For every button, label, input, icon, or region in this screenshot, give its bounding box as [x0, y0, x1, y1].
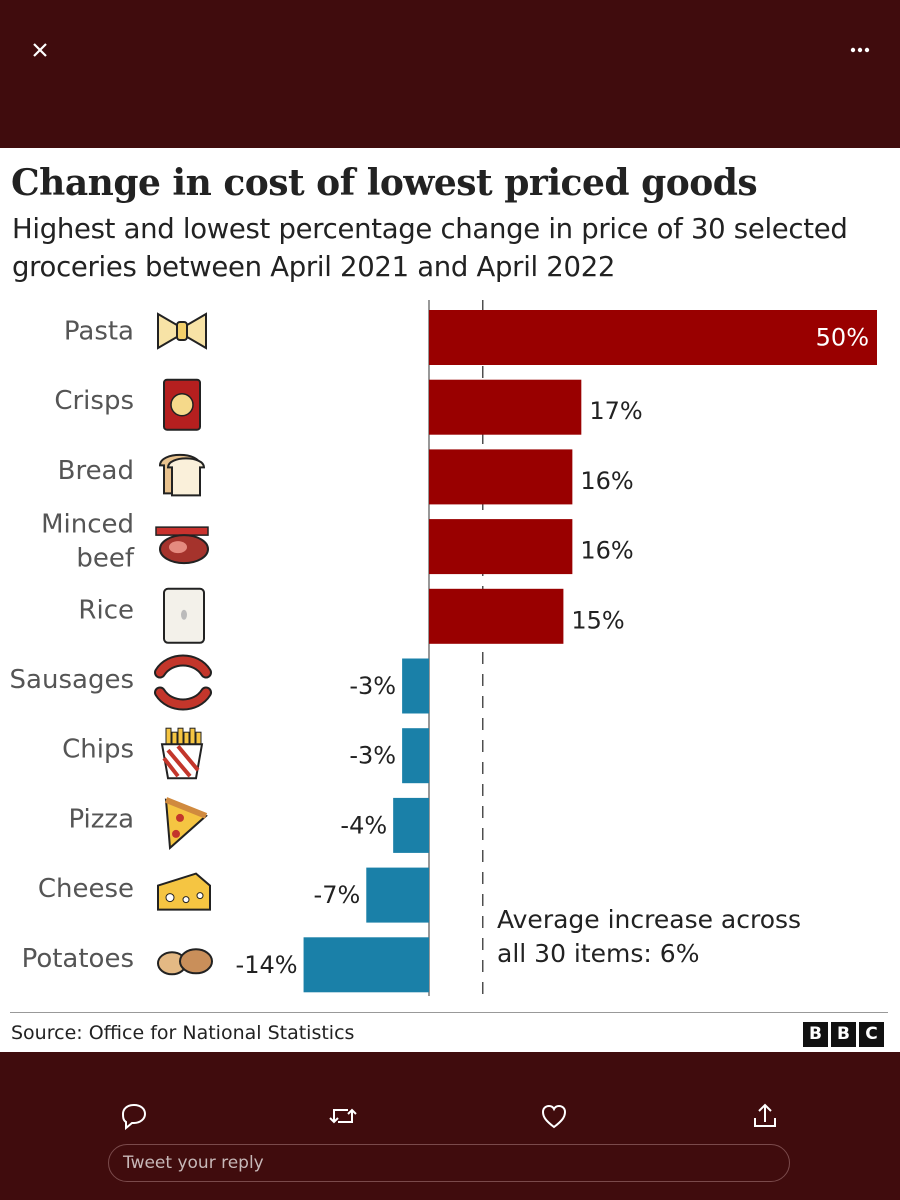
value-label: -3%	[349, 742, 396, 770]
value-label: 17%	[589, 397, 642, 425]
sausages-icon	[154, 654, 212, 711]
like-icon[interactable]	[534, 1096, 574, 1136]
pasta-icon	[157, 312, 207, 350]
average-label: Average increase across all 30 items: 6%	[497, 905, 801, 968]
category-label: Bread	[58, 456, 134, 486]
bar-chart: 50% Pasta 17% Crisps 16% Bread 16% Minced beef 15…	[10, 300, 877, 996]
bread-icon	[158, 454, 206, 497]
bar[interactable]	[429, 310, 877, 365]
bar[interactable]	[303, 937, 429, 993]
category-label: Pasta	[64, 317, 134, 347]
value-label: 16%	[580, 537, 633, 565]
bar[interactable]	[429, 588, 564, 644]
share-icon[interactable]	[745, 1096, 785, 1136]
bar[interactable]	[366, 867, 429, 923]
value-label: -14%	[236, 951, 298, 979]
rice-icon	[163, 587, 205, 644]
chart-card[interactable]: Change in cost of lowest priced goods Hi…	[0, 148, 900, 1052]
potatoes-icon	[157, 948, 213, 976]
category-label: Potatoes	[22, 944, 134, 974]
bar[interactable]	[393, 797, 429, 853]
category-label: Cheese	[38, 874, 134, 904]
logo-letter: B	[803, 1022, 828, 1047]
retweet-icon[interactable]	[323, 1096, 363, 1136]
bbc-logo: B B C	[803, 1022, 884, 1047]
logo-letter: C	[859, 1022, 884, 1047]
top-bar	[0, 0, 900, 148]
chips-icon	[160, 727, 204, 780]
category-label: Rice	[78, 595, 134, 625]
logo-letter: B	[831, 1022, 856, 1047]
category-label: Minced beef	[41, 510, 135, 574]
pizza-icon	[164, 797, 208, 850]
category-label: Chips	[62, 735, 134, 765]
source-text: Source: Office for National Statistics	[11, 1022, 355, 1044]
category-label: Sausages	[10, 665, 134, 695]
category-label: Pizza	[68, 804, 134, 834]
value-label: 50%	[816, 324, 869, 352]
reply-input[interactable]: Tweet your reply	[108, 1144, 790, 1182]
value-label: -3%	[349, 672, 396, 700]
value-label: -4%	[340, 811, 387, 839]
reply-icon[interactable]	[114, 1096, 154, 1136]
crisps-icon	[163, 378, 201, 431]
value-label: -7%	[314, 881, 361, 909]
bar[interactable]	[429, 519, 573, 575]
cheese-icon	[157, 872, 211, 911]
bottom-bar: Tweet your reply	[0, 1052, 900, 1200]
close-icon[interactable]	[22, 32, 58, 68]
value-label: 16%	[580, 467, 633, 495]
chart-title: Change in cost of lowest priced goods	[11, 162, 758, 204]
bar[interactable]	[429, 379, 582, 435]
chart-subtitle: Highest and lowest percentage change in …	[12, 213, 848, 283]
footer-divider	[10, 1012, 888, 1013]
bar[interactable]	[402, 658, 429, 714]
value-label: 15%	[571, 606, 624, 634]
minced-beef-icon	[155, 526, 209, 565]
category-label: Crisps	[54, 386, 134, 416]
more-dots-icon[interactable]	[840, 38, 880, 62]
bar[interactable]	[429, 449, 573, 505]
bar[interactable]	[402, 728, 429, 784]
reply-placeholder: Tweet your reply	[123, 1153, 264, 1173]
